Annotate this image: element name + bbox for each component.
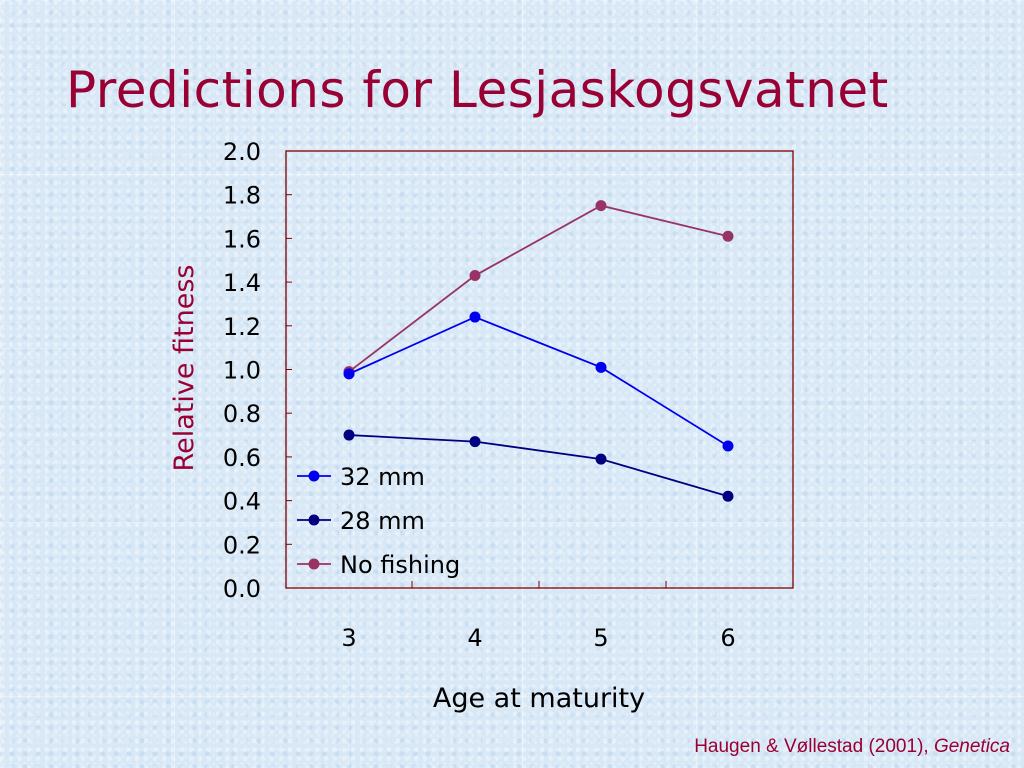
legend-swatch-marker bbox=[308, 470, 320, 482]
y-tick-label: 1.8 bbox=[223, 182, 261, 210]
legend-label: 32 mm bbox=[340, 463, 425, 491]
x-tick-label: 3 bbox=[341, 624, 356, 652]
data-point bbox=[469, 436, 481, 448]
y-tick-label: 0.0 bbox=[223, 575, 261, 603]
data-point bbox=[722, 230, 734, 242]
x-tick-label: 5 bbox=[593, 624, 608, 652]
x-tick-label: 6 bbox=[720, 624, 735, 652]
legend-label: 28 mm bbox=[340, 507, 425, 535]
y-tick-label: 0.6 bbox=[223, 444, 261, 472]
y-tick-label: 0.4 bbox=[223, 488, 261, 516]
series-line bbox=[348, 434, 729, 498]
data-point bbox=[343, 368, 355, 380]
citation-journal: Genetica bbox=[933, 736, 1010, 757]
y-tick-label: 1.4 bbox=[223, 269, 261, 297]
y-tick-label: 1.6 bbox=[223, 225, 261, 253]
slide-title: Predictions for Lesjaskogsvatnet bbox=[66, 61, 889, 119]
y-tick-label: 2.0 bbox=[223, 138, 261, 166]
data-point bbox=[469, 270, 481, 282]
data-point bbox=[595, 200, 607, 212]
x-tick-label: 4 bbox=[467, 624, 482, 652]
data-point bbox=[595, 453, 607, 465]
legend-label: No fishing bbox=[340, 551, 460, 579]
data-point bbox=[722, 440, 734, 452]
y-tick-label: 0.2 bbox=[223, 531, 261, 559]
legend-swatch-marker bbox=[308, 558, 320, 570]
y-axis-title: Relative fitness bbox=[169, 265, 200, 472]
data-point bbox=[343, 429, 355, 441]
citation-authors: Haugen & Vøllestad (2001), bbox=[694, 736, 929, 757]
legend-swatch-marker bbox=[308, 514, 320, 526]
series-line bbox=[348, 204, 729, 373]
y-tick-label: 0.8 bbox=[223, 400, 261, 428]
y-tick-label: 1.0 bbox=[223, 357, 261, 385]
data-point bbox=[722, 490, 734, 502]
y-tick-label: 1.2 bbox=[223, 313, 261, 341]
data-point bbox=[595, 361, 607, 373]
series-line bbox=[348, 316, 729, 447]
citation: Haugen & Vøllestad (2001), Genetica bbox=[694, 736, 1010, 758]
x-axis-title: Age at maturity bbox=[433, 683, 645, 714]
data-point bbox=[469, 311, 481, 323]
